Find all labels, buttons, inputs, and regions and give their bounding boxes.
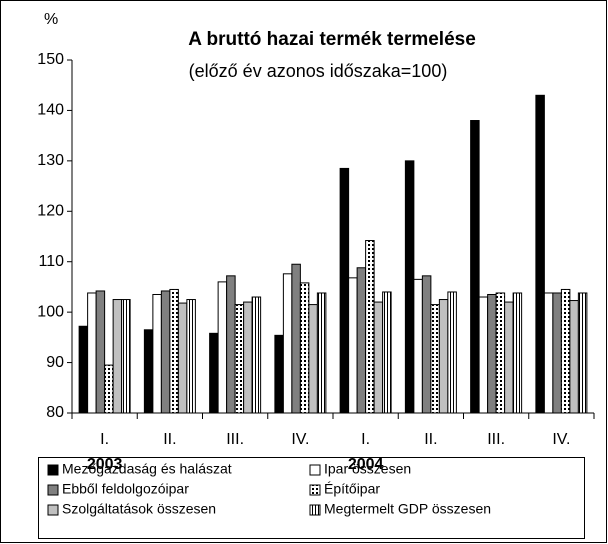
bar	[560, 288, 571, 414]
bar	[251, 296, 262, 414]
bar	[577, 292, 588, 414]
x-tick-label: IV.	[291, 431, 309, 448]
x-tick-label: II.	[163, 431, 176, 448]
chart-subtitle: (előző év azonos időszaka=100)	[189, 61, 448, 81]
y-tick-label: 90	[46, 354, 64, 371]
bar	[430, 304, 440, 414]
year-label: 2003	[87, 456, 123, 473]
bar	[104, 364, 114, 414]
bar	[478, 296, 489, 414]
bar	[78, 325, 89, 414]
bar	[495, 292, 506, 414]
bar	[143, 329, 154, 414]
legend-label: Építőipar	[324, 481, 380, 497]
legend-label: Ebből feldolgozóipar	[62, 481, 189, 497]
bar	[152, 293, 162, 414]
bar	[217, 281, 228, 414]
bar	[308, 304, 318, 414]
bar	[504, 301, 514, 414]
legend-label: Szolgáltatások összesen	[62, 501, 216, 517]
bar	[413, 278, 423, 414]
bar	[373, 301, 384, 414]
bar	[169, 288, 179, 414]
bar	[348, 277, 358, 414]
bar	[299, 282, 310, 414]
legend-swatch	[47, 484, 59, 496]
bar	[282, 273, 293, 414]
bar	[552, 292, 562, 414]
bar	[177, 302, 188, 414]
legend-swatch	[47, 464, 59, 476]
y-tick-label: 150	[37, 51, 64, 68]
bar	[339, 167, 350, 414]
bar	[356, 267, 367, 414]
bar	[291, 263, 301, 414]
legend-swatch	[309, 464, 321, 476]
bar	[382, 291, 392, 414]
bar	[470, 120, 480, 414]
bar	[274, 334, 284, 414]
bar	[438, 299, 449, 414]
legend-swatch	[309, 484, 321, 496]
bar	[121, 299, 131, 414]
bar	[365, 240, 375, 414]
x-tick-label: I.	[361, 431, 370, 448]
y-tick-label: 80	[46, 404, 64, 421]
y-tick-label: 100	[37, 303, 64, 320]
bar	[234, 304, 245, 414]
bar	[160, 290, 171, 414]
y-axis-label: %	[44, 11, 58, 28]
bar	[569, 300, 579, 414]
bar	[404, 160, 415, 414]
x-tick-label: II.	[424, 431, 437, 448]
bar	[421, 275, 432, 414]
bar	[226, 275, 236, 414]
legend-label: Mezőgazdaság és halászat	[62, 461, 232, 477]
bar	[512, 292, 523, 414]
bar	[243, 301, 253, 414]
x-tick-label: IV.	[552, 431, 570, 448]
bar	[95, 290, 106, 414]
bar	[186, 299, 196, 414]
bar	[316, 292, 327, 414]
bar	[112, 299, 123, 414]
legend-label: Ipar összesen	[324, 461, 411, 477]
year-label: 2004	[348, 456, 384, 473]
y-tick-label: 120	[37, 203, 64, 220]
bar	[543, 292, 554, 414]
chart-title: A bruttó hazai termék termelése	[188, 29, 476, 50]
bar	[447, 291, 457, 414]
bar	[209, 332, 219, 414]
bar	[87, 292, 97, 414]
y-tick-label: 140	[37, 102, 64, 119]
x-tick-label: III.	[487, 431, 505, 448]
bar	[487, 293, 497, 414]
y-tick-label: 110	[38, 253, 64, 270]
y-tick-label: 130	[37, 152, 64, 169]
legend-label: Megtermelt GDP összesen	[324, 501, 491, 517]
legend-swatch	[309, 504, 321, 516]
x-tick-label: I.	[100, 431, 109, 448]
legend-swatch	[47, 504, 59, 516]
x-tick-label: III.	[226, 431, 244, 448]
bar	[535, 94, 545, 414]
